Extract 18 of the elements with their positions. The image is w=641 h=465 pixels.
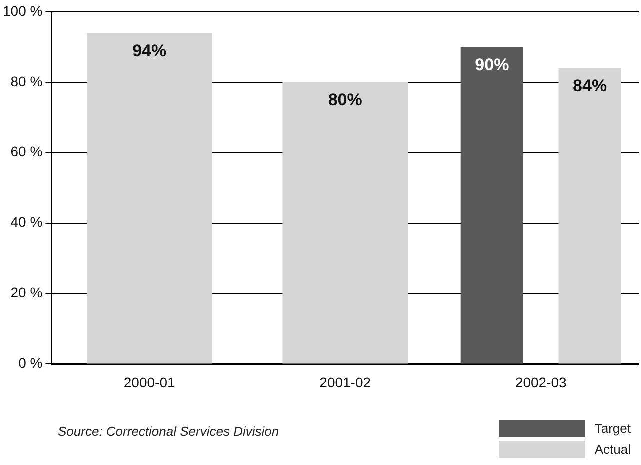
y-tick-label: 20 % — [10, 284, 43, 301]
data-label: 84% — [573, 76, 608, 96]
y-tick-label: 80 % — [10, 73, 43, 90]
y-tick-label: 40 % — [10, 214, 43, 230]
bar — [86, 33, 212, 364]
text: Actual — [594, 442, 631, 457]
text: Target — [594, 421, 631, 436]
y-tick-label: 0 % — [18, 355, 43, 372]
y-tick-label: 60 % — [10, 144, 43, 160]
x-tick-label: 2001-02 — [320, 374, 372, 390]
x-tick-label: 2002-03 — [515, 374, 568, 390]
bar — [460, 47, 524, 364]
source-note: Source: Correctional Services Division — [58, 424, 280, 439]
data-label: 90% — [475, 55, 510, 74]
x-tick-label: 2000-01 — [124, 374, 176, 390]
data-label: 94% — [132, 41, 167, 60]
data-label: 80% — [328, 90, 362, 110]
y-tick-label: 100 % — [2, 2, 43, 19]
